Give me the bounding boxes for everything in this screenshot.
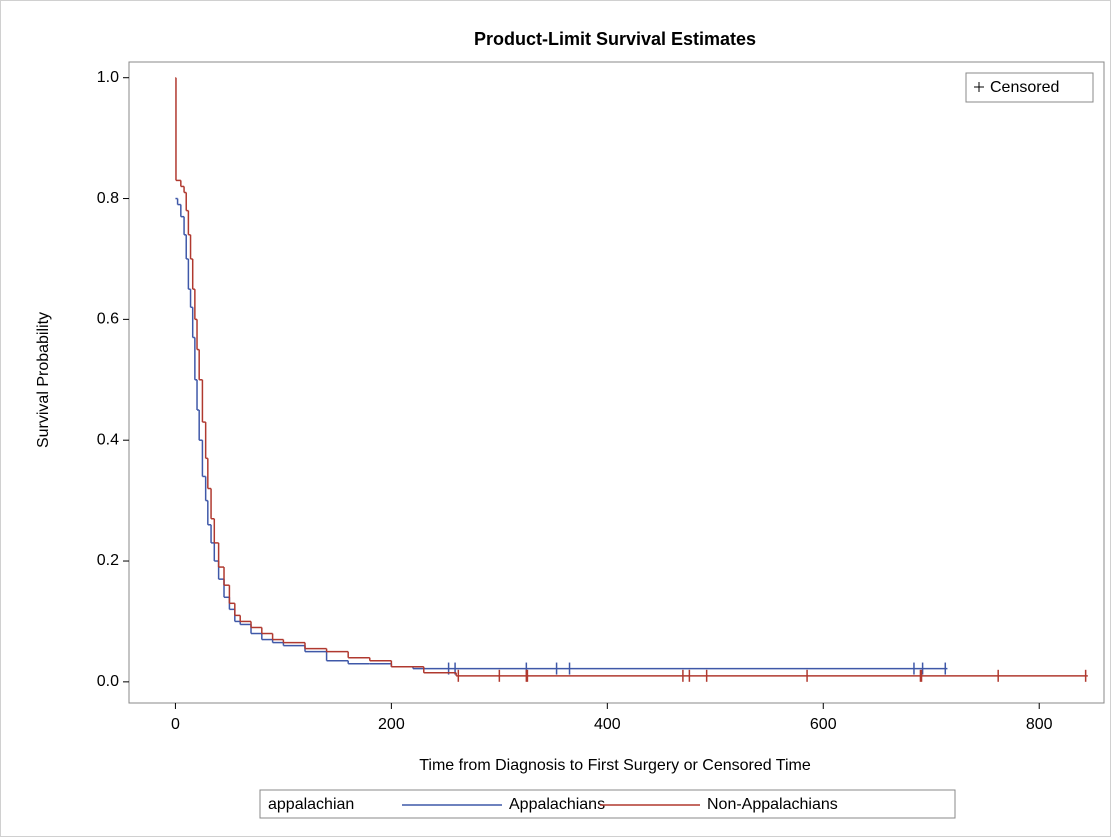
- y-tick-label: 0.6: [97, 311, 119, 328]
- legend-label: Appalachians: [509, 796, 605, 813]
- censor-legend-box: [965, 72, 1094, 103]
- legend-box: [259, 789, 956, 819]
- x-tick-label: 0: [171, 716, 180, 733]
- plot-frame: [128, 61, 1105, 704]
- y-tick-label: 0.4: [97, 431, 119, 448]
- censor-legend-label: Censored: [990, 79, 1059, 96]
- x-tick-label: 400: [594, 716, 621, 733]
- x-tick-label: 200: [378, 716, 405, 733]
- y-tick-label: 0.2: [97, 552, 119, 569]
- y-tick-label: 1.0: [97, 69, 119, 86]
- chart-title: Product-Limit Survival Estimates: [474, 29, 756, 49]
- y-axis-label: Survival Probability: [35, 312, 52, 448]
- y-tick-label: 0.0: [97, 673, 119, 690]
- x-tick-label: 600: [810, 716, 837, 733]
- x-axis-label: Time from Diagnosis to First Surgery or …: [419, 757, 811, 774]
- legend-title: appalachian: [268, 796, 354, 813]
- x-tick-label: 800: [1026, 716, 1053, 733]
- y-tick-label: 0.8: [97, 190, 119, 207]
- legend-label: Non-Appalachians: [707, 796, 838, 813]
